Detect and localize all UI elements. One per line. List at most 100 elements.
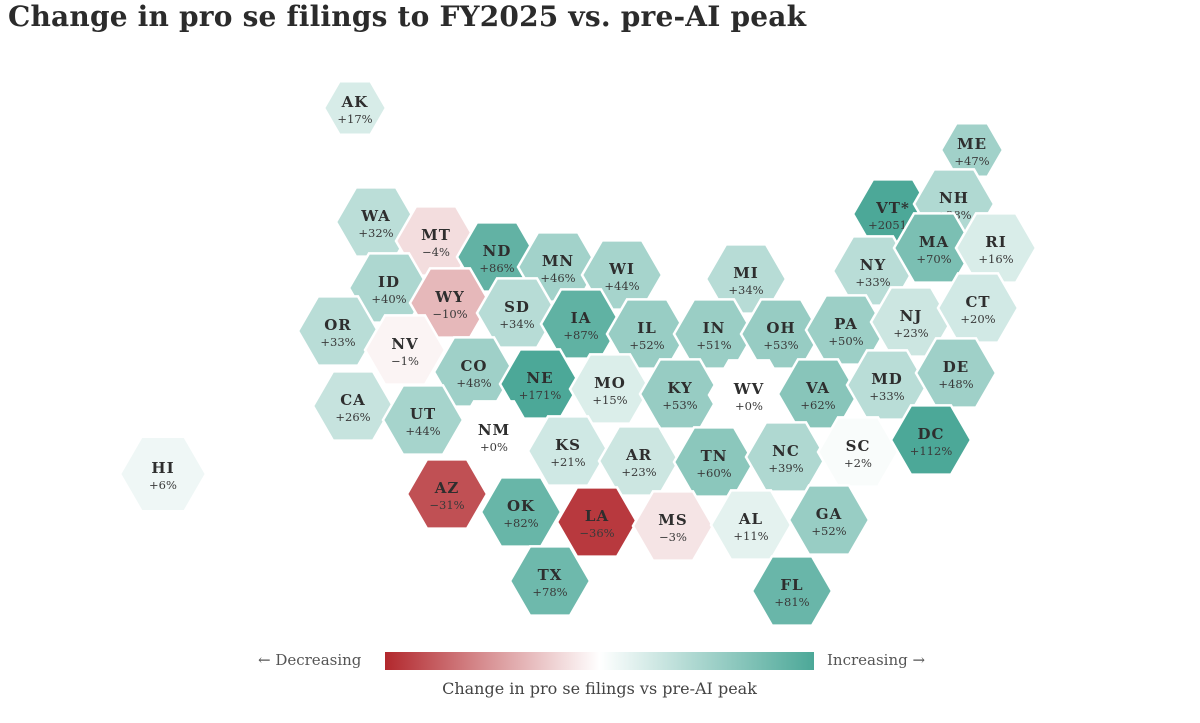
state-hex-ks: KS+21% xyxy=(526,415,610,487)
state-change-label: +52% xyxy=(811,524,846,538)
state-hex-shape xyxy=(555,486,639,558)
state-abbr-label: IL xyxy=(637,319,657,337)
state-hex-al: AL+11% xyxy=(709,489,793,561)
state-abbr-label: MI xyxy=(733,264,759,282)
state-hex-ar: AR+23% xyxy=(597,425,681,497)
state-change-label: +2% xyxy=(844,456,872,470)
state-abbr-label: KY xyxy=(667,379,692,397)
state-abbr-label: NY xyxy=(860,256,886,274)
state-hex-ut: UT+44% xyxy=(381,384,465,456)
state-abbr-label: TX xyxy=(538,566,563,584)
state-abbr-label: WY xyxy=(434,288,465,306)
state-change-label: +86% xyxy=(479,261,514,275)
state-abbr-label: NH xyxy=(939,189,969,207)
state-abbr-label: TN xyxy=(701,447,728,465)
state-abbr-label: AL xyxy=(738,510,763,528)
state-change-label: +23% xyxy=(893,326,928,340)
state-abbr-label: AR xyxy=(625,446,652,464)
state-abbr-label: GA xyxy=(816,505,842,523)
state-change-label: +39% xyxy=(768,461,803,475)
state-hex-ct: CT+20% xyxy=(936,272,1020,344)
state-abbr-label: NM xyxy=(478,421,510,439)
state-change-label: +70% xyxy=(916,252,951,266)
state-abbr-label: MN xyxy=(542,252,574,270)
state-hex-shape xyxy=(914,337,998,409)
state-abbr-label: MS xyxy=(658,511,687,529)
state-change-label: +0% xyxy=(735,399,763,413)
state-change-label: +53% xyxy=(763,338,798,352)
state-hex-sd: SD+34% xyxy=(475,277,559,349)
state-hex-tx: TX+78% xyxy=(508,545,592,617)
state-abbr-label: KS xyxy=(555,436,581,454)
state-change-label: −1% xyxy=(391,354,419,368)
state-abbr-label: WA xyxy=(360,207,391,225)
state-change-label: +171% xyxy=(519,388,562,402)
state-hex-shape xyxy=(816,416,900,488)
legend-title: Change in pro se filings vs pre-AI peak xyxy=(442,679,757,698)
state-abbr-label: FL xyxy=(780,576,803,594)
state-abbr-label: SC xyxy=(846,437,871,455)
state-hex-sc: SC+2% xyxy=(816,416,900,488)
state-hex-ky: KY+53% xyxy=(638,358,722,430)
state-change-label: +33% xyxy=(855,275,890,289)
state-change-label: +47% xyxy=(954,154,989,168)
state-abbr-label: UT xyxy=(410,405,436,423)
state-change-label: +40% xyxy=(371,292,406,306)
state-abbr-label: NE xyxy=(526,369,553,387)
state-hex-nc: NC+39% xyxy=(744,421,828,493)
state-abbr-label: MD xyxy=(871,370,903,388)
state-hex-or: OR+33% xyxy=(296,295,380,367)
state-abbr-label: OR xyxy=(324,316,352,334)
state-abbr-label: HI xyxy=(151,459,174,477)
state-hex-shape xyxy=(118,435,208,513)
state-change-label: +48% xyxy=(938,377,973,391)
state-change-label: +15% xyxy=(592,393,627,407)
state-change-label: +78% xyxy=(532,585,567,599)
state-change-label: +16% xyxy=(978,252,1013,266)
state-hex-shape xyxy=(296,295,380,367)
state-hex-dc: DC+112% xyxy=(889,404,973,476)
state-abbr-label: OK xyxy=(507,497,535,515)
state-hex-shape xyxy=(311,370,395,442)
state-abbr-label: NC xyxy=(772,442,800,460)
state-hex-ga: GA+52% xyxy=(787,484,871,556)
state-change-label: −4% xyxy=(422,245,450,259)
state-change-label: +26% xyxy=(335,410,370,424)
state-hex-ms: MS−3% xyxy=(631,490,715,562)
state-hex-id: ID+40% xyxy=(347,252,431,324)
state-change-label: +17% xyxy=(337,112,372,126)
state-hex-mo: MO+15% xyxy=(568,353,652,425)
state-hex-shape xyxy=(381,384,465,456)
state-change-label: +33% xyxy=(869,389,904,403)
state-change-label: −31% xyxy=(429,498,464,512)
state-hex-tn: TN+60% xyxy=(672,426,756,498)
state-abbr-label: DE xyxy=(943,358,969,376)
state-change-label: +23% xyxy=(621,465,656,479)
state-hex-hi: HI+6% xyxy=(118,435,208,513)
state-hex-shape xyxy=(452,400,536,472)
state-abbr-label: VT* xyxy=(875,199,910,217)
state-hex-la: LA−36% xyxy=(555,486,639,558)
state-abbr-label: WI xyxy=(608,260,635,278)
state-change-label: +62% xyxy=(800,398,835,412)
legend-increasing-label: Increasing → xyxy=(827,651,926,669)
state-abbr-label: PA xyxy=(834,315,858,333)
state-hex-wv: WV+0% xyxy=(707,359,791,431)
state-hex-shape xyxy=(508,545,592,617)
state-change-label: +46% xyxy=(540,271,575,285)
state-hex-shape xyxy=(475,277,559,349)
state-change-label: +32% xyxy=(358,226,393,240)
state-change-label: +81% xyxy=(774,595,809,609)
state-hex-shape xyxy=(889,404,973,476)
state-abbr-label: CA xyxy=(340,391,366,409)
state-hex-nj: NJ+23% xyxy=(869,286,953,358)
state-hex-shape xyxy=(405,458,489,530)
state-hex-ca: CA+26% xyxy=(311,370,395,442)
state-hex-nd: ND+86% xyxy=(455,221,539,293)
legend-color-bar xyxy=(385,652,814,670)
state-abbr-label: ID xyxy=(378,273,400,291)
state-change-label: −36% xyxy=(579,526,614,540)
state-change-label: +50% xyxy=(828,334,863,348)
state-change-label: +112% xyxy=(910,444,953,458)
